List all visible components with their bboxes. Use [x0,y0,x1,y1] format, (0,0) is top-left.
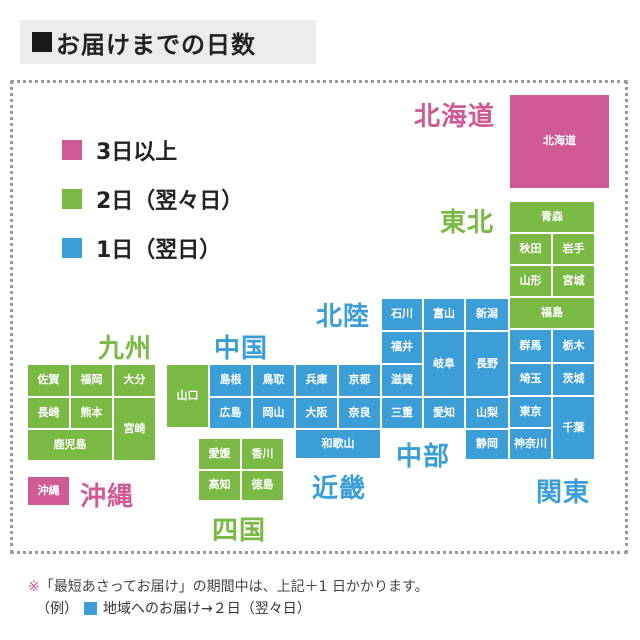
pref-mie: 三重 [381,397,423,429]
footnote-line-2: （例） 地域へのお届け→２日（翌々日） [36,598,311,618]
pref-yamaguchi: 山口 [166,364,209,428]
pref-kumamoto: 熊本 [70,397,113,429]
note-text-1: 「最短あさってお届け」の期間中は、上記＋1 日かかります。 [39,579,429,595]
region-label-kanto: 関東 [536,478,591,508]
pref-toyama: 富山 [423,298,465,331]
pref-shiga: 滋賀 [381,364,423,397]
page-title-text: お届けまでの日数 [56,30,256,59]
region-label-hokkaido: 北海道 [414,102,496,132]
pref-aichi: 愛知 [423,397,465,429]
legend-label: 2日（翌々日） [96,189,244,214]
footnote-line-1: ※「最短あさってお届け」の期間中は、上記＋1 日かかります。 [28,576,429,596]
region-label-shikoku: 四国 [212,516,267,546]
pref-nagasaki: 長崎 [27,397,70,429]
note-mark: ※ [28,579,40,595]
legend-item-1day: 1日（翌日） [62,232,221,264]
pref-gifu: 岐阜 [423,331,465,397]
region-label-okinawa: 沖縄 [80,482,135,512]
legend-swatch-green [62,189,82,209]
region-label-tohoku: 東北 [440,208,495,238]
pref-kagoshima: 鹿児島 [27,429,113,461]
legend-swatch-pink [62,140,82,160]
pref-tochigi: 栃木 [552,329,595,363]
pref-ehime: 愛媛 [198,438,241,470]
map-frame [10,80,628,554]
region-label-chubu: 中部 [396,442,451,472]
pref-nara: 奈良 [338,397,381,429]
pref-aomori: 青森 [509,201,595,233]
pref-wakayama: 和歌山 [295,429,381,459]
legend-swatch-blue [62,238,82,258]
blue-square-icon [84,601,97,615]
region-label-kyushu: 九州 [98,334,153,364]
pref-hokkaido: 北海道 [509,94,610,189]
pref-kyoto: 京都 [338,364,381,397]
pref-hiroshima: 広島 [209,397,252,429]
pref-miyagi: 宮城 [552,265,595,297]
pref-tottori: 鳥取 [252,364,295,397]
pref-niigata: 新潟 [465,298,509,331]
pref-tokyo: 東京 [509,396,552,428]
legend-label: 3日以上 [96,140,178,165]
page-title: お届けまでの日数 [20,20,316,64]
region-label-kinki: 近畿 [312,474,367,504]
region-label-chugoku: 中国 [214,334,269,364]
pref-okinawa: 沖縄 [27,476,70,506]
legend-item-3days: 3日以上 [62,134,177,166]
pref-saitama: 埼玉 [509,363,552,396]
pref-yamagata: 山形 [509,265,552,297]
pref-osaka: 大阪 [295,397,338,429]
pref-shimane: 島根 [209,364,252,397]
pref-hyogo: 兵庫 [295,364,338,397]
pref-akita: 秋田 [509,233,552,265]
pref-tokushima: 徳島 [241,470,284,501]
pref-saga: 佐賀 [27,364,70,397]
pref-ishikawa: 石川 [381,298,423,331]
pref-okayama: 岡山 [252,397,295,429]
pref-shizuoka: 静岡 [465,429,509,460]
pref-fukuoka: 福岡 [70,364,113,397]
note-example-prefix: （例） [36,601,78,617]
pref-kagawa: 香川 [241,438,284,470]
legend-item-2days: 2日（翌々日） [62,183,243,215]
pref-chiba: 千葉 [552,396,595,460]
pref-miyazaki: 宮崎 [113,397,156,461]
pref-iwate: 岩手 [552,233,595,265]
region-label-hokuriku: 北陸 [316,302,371,332]
legend-label: 1日（翌日） [96,238,222,263]
pref-ibaraki: 茨城 [552,363,595,396]
pref-yamanashi: 山梨 [465,397,509,429]
square-bullet-icon [32,32,52,52]
pref-fukushima: 福島 [509,297,595,329]
pref-kanagawa: 神奈川 [509,428,552,460]
pref-fukui: 福井 [381,331,423,364]
pref-gunma: 群馬 [509,329,552,363]
pref-kochi: 高知 [198,470,241,501]
pref-oita: 大分 [113,364,156,397]
note-example-text: 地域へのお届け→２日（翌々日） [103,601,311,617]
pref-nagano: 長野 [465,331,509,397]
